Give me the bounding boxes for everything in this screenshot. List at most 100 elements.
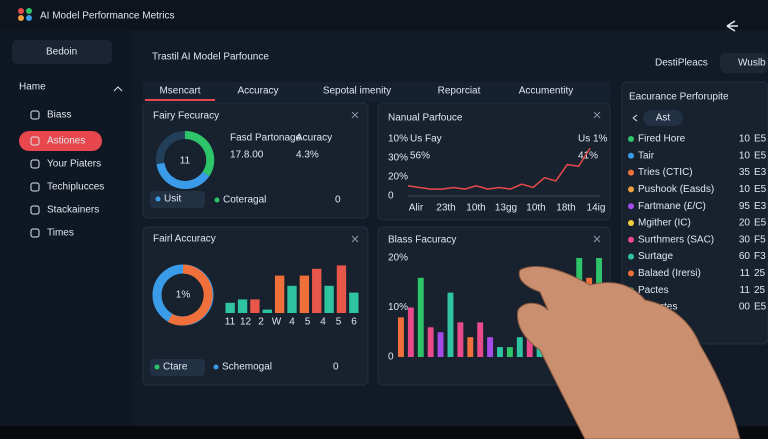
stat-value: 17.8.00 <box>230 150 264 161</box>
bar <box>336 265 347 313</box>
row-name: Fartmane (£/C) <box>638 201 706 212</box>
y-tick-label: 0 <box>388 352 394 363</box>
stat-label: Fasd Partonage <box>230 133 302 144</box>
y-label: 30% <box>388 153 408 164</box>
tab[interactable]: Reporciat <box>438 86 481 97</box>
back-arrow[interactable] <box>726 20 738 32</box>
x-label: 2 <box>258 317 264 328</box>
nav-icon <box>30 159 40 169</box>
status-dot <box>628 203 634 210</box>
panel-button-label: Ast <box>656 113 671 124</box>
bar <box>457 322 464 357</box>
legend-dot <box>213 364 219 370</box>
y-label: 10% <box>388 134 408 145</box>
tab[interactable]: Msencart <box>159 86 200 97</box>
x-label: 13gg <box>495 203 517 214</box>
x-label: 14ig <box>587 203 606 214</box>
row-value: 30 <box>739 234 751 245</box>
x-label: 4 <box>320 317 326 328</box>
bar <box>497 347 503 357</box>
donut-arc <box>156 131 210 189</box>
legend-label: Ctare <box>163 362 188 373</box>
card-footer-value: 0 <box>335 195 341 206</box>
row-name: Mgither (IC) <box>638 218 691 229</box>
row-code: F5 <box>754 234 766 245</box>
y-label: 20% <box>388 172 408 183</box>
tab[interactable]: Sepotal imenity <box>323 86 391 97</box>
close-icon[interactable] <box>351 111 359 119</box>
bar <box>487 337 494 357</box>
row-value: 60 <box>739 251 751 262</box>
header-button-label: Wuslb A <box>738 58 768 69</box>
x-label: 10th <box>526 203 545 214</box>
bar <box>237 299 248 313</box>
bar <box>262 309 272 313</box>
bar <box>299 275 310 313</box>
status-dot <box>628 270 634 277</box>
x-label: 6 <box>351 317 357 328</box>
nav-item[interactable]: Biass <box>47 110 71 121</box>
donut-arc <box>167 264 213 326</box>
stat-value: 4.3% <box>296 150 319 161</box>
row-code: F3 <box>754 251 766 262</box>
row-value: 35 <box>739 167 751 178</box>
tab[interactable]: Accuracy <box>237 86 278 97</box>
line-series <box>407 147 591 190</box>
y-tick-label: 10% <box>388 302 408 313</box>
x-label: Alir <box>409 203 424 214</box>
stat-value: 41% <box>578 151 598 162</box>
nav-icon <box>30 110 40 120</box>
y-label: 0 <box>388 191 394 202</box>
stat-label: Us Fay <box>410 134 442 145</box>
legend-pill <box>150 191 205 208</box>
status-dot <box>628 136 634 142</box>
row-name: Pactes <box>638 285 669 296</box>
status-dot <box>628 152 634 159</box>
nav-item[interactable]: Your Piaters <box>47 159 101 170</box>
search-text: Bedoin <box>46 47 77 58</box>
card <box>377 102 611 221</box>
bar <box>225 302 235 313</box>
row-value: 95 <box>739 201 751 212</box>
tab-underline <box>145 99 215 101</box>
bar <box>324 285 334 313</box>
title-bar <box>0 0 768 30</box>
row-value: 11 <box>740 268 751 279</box>
row-name: Surthmers (SAC) <box>638 234 714 245</box>
row-value: 20 <box>739 218 751 229</box>
bar <box>398 317 404 357</box>
nav-item[interactable]: Times <box>47 228 74 239</box>
row-code: E5 <box>754 134 767 145</box>
nav-item[interactable]: Techiplucces <box>47 182 104 193</box>
row-code: E3 <box>754 201 767 212</box>
header-button[interactable] <box>720 53 768 73</box>
x-label: 5 <box>305 317 311 328</box>
x-label: 5 <box>336 317 342 328</box>
legend-label: Schemogal <box>222 362 272 373</box>
close-icon[interactable] <box>593 235 601 243</box>
row-name: Surtage <box>638 251 673 262</box>
row-name: Tries (CTIC) <box>638 167 693 178</box>
tab[interactable]: Accumentity <box>519 86 573 97</box>
legend-dot <box>155 196 161 202</box>
legend-pill <box>150 359 205 376</box>
nav-item[interactable]: Astiones <box>47 136 85 147</box>
row-value: 10 <box>739 134 751 145</box>
y-tick-label: 20% <box>388 253 408 264</box>
row-code: E5 <box>754 218 767 229</box>
back-arrow[interactable] <box>632 114 638 122</box>
status-dot <box>628 220 634 226</box>
close-icon[interactable] <box>351 235 359 243</box>
row-value: 10 <box>739 184 751 195</box>
row-code: 25 <box>754 285 766 296</box>
x-label: 23th <box>436 203 455 214</box>
x-label: W <box>272 317 282 328</box>
search-box[interactable] <box>12 40 112 64</box>
page-title: Trastil AI Model Parfounce <box>152 52 269 63</box>
active-item[interactable] <box>19 131 102 151</box>
close-icon[interactable] <box>593 111 601 119</box>
row-name: Pushook (Easds) <box>638 184 714 195</box>
panel-button[interactable] <box>643 110 683 126</box>
nav-item[interactable]: Stackainers <box>47 205 99 216</box>
row-code: E3 <box>754 167 767 178</box>
